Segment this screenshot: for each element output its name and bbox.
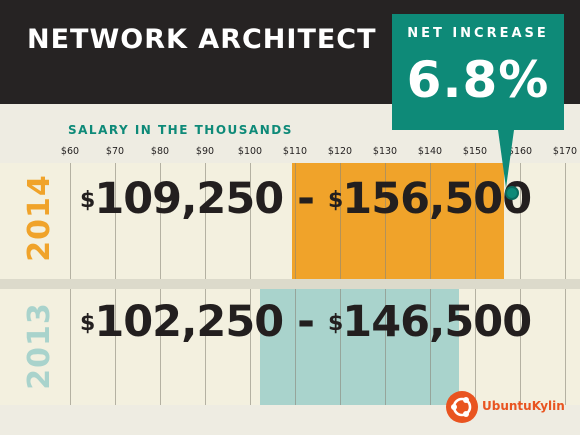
x-tick-label: $80 [150,146,170,157]
salary-range-bar-2013 [260,289,460,405]
callout-pointer [498,130,514,188]
gridline [565,289,566,405]
gridline [160,163,161,279]
gridline [520,163,521,279]
chart-subtitle: SALARY IN THE THOUSANDS [68,123,293,137]
net-increase-callout: NET INCREASE 6.8% [392,14,564,130]
watermark-text: UbuntuKylin [482,399,565,413]
x-tick-label: $90 [195,146,215,157]
x-tick-label: $100 [237,146,263,157]
salary-low-value: 109,250 [94,174,284,224]
x-tick-label: $170 [552,146,578,157]
gridline [475,163,476,279]
x-tick-label: $140 [417,146,443,157]
salary-range-bar-2014 [291,163,505,279]
currency-symbol: $ [327,188,343,213]
currency-symbol: $ [80,311,95,336]
gridline [385,289,386,405]
gridline [430,289,431,405]
gridline [520,289,521,405]
range-separator: - [283,297,328,347]
salary-high-value: 146,500 [342,297,532,347]
net-increase-value: 6.8% [406,51,550,109]
gridline [340,289,341,405]
row-separator [0,279,580,289]
gridline [250,289,251,405]
gridline [205,163,206,279]
page-title: NETWORK ARCHITECT [27,24,377,55]
callout-pointer-dot [505,186,519,200]
gridline [295,163,296,279]
gridline [385,163,386,279]
x-tick-label: $60 [60,146,80,157]
gridline [430,163,431,279]
x-tick-label: $130 [372,146,398,157]
gridline [115,289,116,405]
currency-symbol: $ [327,311,343,336]
x-tick-label: $110 [282,146,308,157]
ubuntukylin-logo-icon [446,391,478,423]
x-tick-label: $150 [462,146,488,157]
x-tick-label: $160 [507,146,533,157]
gridline [565,163,566,279]
x-tick-label: $120 [327,146,353,157]
gridline [115,163,116,279]
net-increase-label: NET INCREASE [407,26,549,41]
salary-range-text-2013: $102,250 - $146,500 [80,297,532,347]
gridline [250,163,251,279]
salary-range-text-2014: $109,250 - $156,500 [80,174,532,224]
gridline [205,289,206,405]
currency-symbol: $ [80,188,95,213]
gridline [160,289,161,405]
salary-low-value: 102,250 [94,297,284,347]
x-tick-label: $70 [105,146,125,157]
gridline [475,289,476,405]
range-separator: - [283,174,328,224]
gridline [70,163,71,279]
gridline [340,163,341,279]
year-label-2013: 2013 [22,302,57,390]
year-label-2014: 2014 [22,174,57,262]
gridline [70,289,71,405]
gridline [295,289,296,405]
